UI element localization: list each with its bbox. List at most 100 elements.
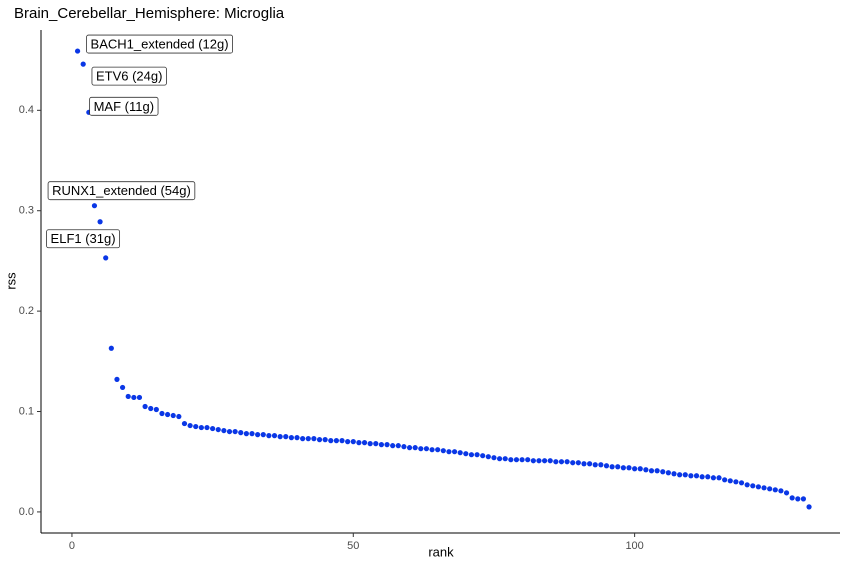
point [457, 450, 463, 456]
point [361, 440, 368, 446]
point-label-box [89, 96, 159, 116]
point [277, 434, 283, 440]
point [463, 451, 469, 457]
point [249, 431, 255, 437]
point [283, 434, 289, 440]
y-tick-label: 0.4 [19, 104, 34, 116]
point [575, 460, 581, 466]
point [159, 410, 165, 417]
point [333, 438, 340, 444]
point [648, 468, 655, 474]
y-tick-label: 0.0 [19, 506, 34, 518]
point [581, 461, 587, 467]
point [480, 453, 486, 459]
point [767, 486, 773, 492]
point [255, 432, 261, 438]
point [108, 345, 114, 351]
point [598, 462, 604, 468]
point [429, 447, 435, 453]
point [221, 427, 227, 434]
point-label-box [46, 229, 121, 249]
point [260, 432, 266, 438]
point [705, 474, 711, 480]
point [170, 412, 176, 419]
y-tick-label: 0.1 [19, 405, 34, 417]
point [806, 504, 812, 510]
point [564, 459, 570, 465]
point [519, 457, 525, 463]
point [632, 466, 638, 472]
point [800, 496, 807, 502]
point [795, 496, 801, 502]
point [311, 436, 317, 442]
point [750, 483, 756, 489]
point [435, 447, 441, 453]
point [772, 487, 778, 493]
point [271, 433, 278, 439]
point [294, 435, 300, 441]
point [373, 441, 379, 447]
point [142, 403, 148, 410]
point [474, 452, 480, 458]
point [491, 455, 497, 461]
point [688, 473, 694, 479]
x-tick-label: 0 [69, 540, 75, 552]
point [530, 458, 536, 464]
point [74, 48, 81, 54]
point [153, 406, 159, 413]
point [384, 442, 390, 448]
point [761, 485, 767, 491]
y-tick-label: 0.3 [19, 205, 34, 217]
point [356, 440, 362, 446]
point [665, 470, 671, 476]
point [553, 459, 559, 465]
point [570, 460, 576, 466]
point [547, 458, 553, 464]
point [193, 423, 199, 430]
point [316, 437, 323, 443]
point [406, 445, 413, 451]
point [418, 446, 424, 452]
x-tick-label: 100 [625, 540, 643, 552]
point [412, 445, 418, 451]
point-label: RUNX1_extended (54g) [52, 183, 191, 198]
point [367, 441, 373, 447]
point [266, 433, 272, 439]
point [660, 469, 666, 475]
point [328, 438, 334, 444]
point [496, 456, 503, 462]
point [215, 426, 221, 433]
point [136, 394, 143, 401]
point [125, 393, 131, 400]
point [513, 457, 520, 463]
point [671, 471, 677, 477]
point [148, 405, 154, 412]
point [609, 464, 615, 470]
point [755, 484, 762, 490]
point [187, 422, 193, 429]
point [778, 488, 784, 494]
point [603, 463, 610, 469]
point-label-box [86, 34, 233, 54]
point [485, 454, 491, 460]
point [592, 462, 598, 468]
point [637, 466, 643, 472]
point [620, 465, 626, 471]
point [446, 449, 452, 455]
point [643, 467, 649, 473]
point [525, 457, 531, 463]
x-axis-label: rank [428, 544, 454, 559]
point [727, 478, 733, 484]
point [536, 458, 542, 464]
point [693, 473, 700, 479]
point [654, 468, 660, 474]
point [103, 255, 109, 261]
point [176, 413, 182, 420]
point [232, 428, 238, 435]
point [744, 482, 750, 488]
point [395, 443, 401, 449]
point [710, 475, 716, 481]
point [558, 459, 565, 465]
point-label-box [47, 181, 196, 201]
